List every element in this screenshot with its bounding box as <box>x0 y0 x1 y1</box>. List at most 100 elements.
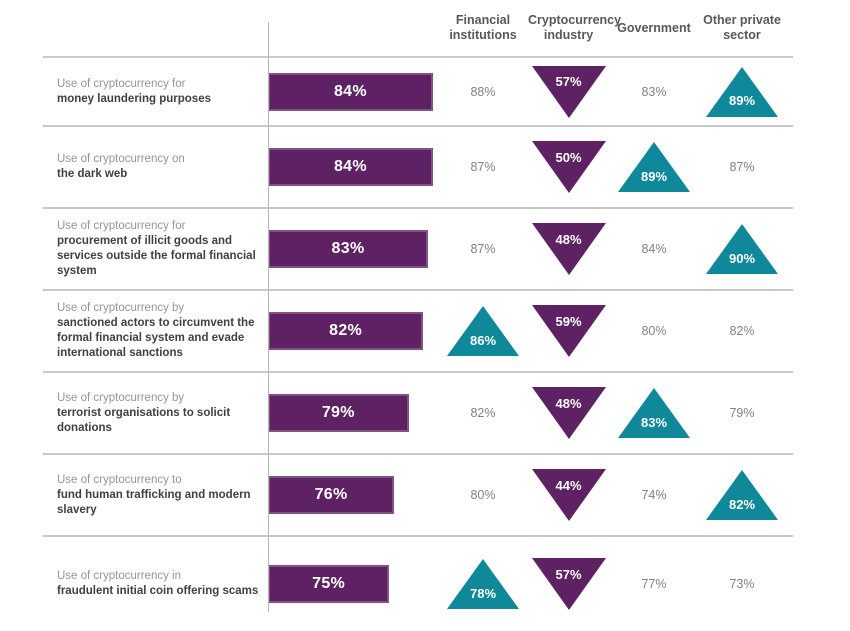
bar-value-label: 75% <box>312 575 346 592</box>
triangle-marker-icon <box>531 305 606 357</box>
row-label-intro: Use of cryptocurrency for <box>57 77 186 90</box>
bar-zone: 76% <box>268 455 440 535</box>
cell-cryptocurrency-industry: 57% <box>526 58 611 125</box>
row-label-topic: procurement of illicit goods and service… <box>57 235 256 277</box>
row-label-topic: fund human trafficking and modern slaver… <box>57 488 251 516</box>
bar-zone: 82% <box>268 291 440 371</box>
triangle-marker-icon <box>447 306 519 356</box>
bar-value-label: 79% <box>321 404 355 421</box>
cell-government: 74% <box>611 455 697 535</box>
cell-financial-institutions: 78% <box>440 537 526 631</box>
cell-financial-institutions: 87% <box>440 209 526 289</box>
cell-value: 87% <box>729 160 755 174</box>
row-label: Use of cryptocurrency on the dark web <box>43 152 268 182</box>
triangle-marker-icon <box>618 388 690 438</box>
cell-government: 83% <box>611 373 697 453</box>
cell-value: 89% <box>640 168 668 184</box>
cell-value: 74% <box>641 488 667 502</box>
cell-other-private-sector: 82% <box>697 455 787 535</box>
baseline-axis <box>268 22 269 612</box>
column-header-government: Government <box>617 20 691 35</box>
triangle-marker-icon <box>531 223 606 275</box>
cell-value: 90% <box>728 250 756 266</box>
cell-value: 89% <box>728 93 756 108</box>
table-row: Use of cryptocurrency by sanctioned acto… <box>43 289 793 371</box>
triangle-marker-icon <box>447 559 519 609</box>
total-response-bar: 83% <box>268 230 429 268</box>
cell-government: 89% <box>611 127 697 207</box>
row-label: Use of cryptocurrency in fraudulent init… <box>43 569 268 599</box>
row-label-topic: terrorist organisations to solicit donat… <box>57 406 231 434</box>
bar-value-label: 83% <box>331 240 365 257</box>
table-row: Use of cryptocurrency by terrorist organ… <box>43 371 793 453</box>
table-row: Use of cryptocurrency in fraudulent init… <box>43 535 793 631</box>
total-response-bar: 75% <box>268 565 390 603</box>
triangle-marker-icon <box>706 224 778 274</box>
cell-value: 77% <box>641 577 667 591</box>
bar-value-label: 84% <box>333 82 367 100</box>
triangle-marker-icon <box>531 387 606 439</box>
cell-other-private-sector: 87% <box>697 127 787 207</box>
cell-value: 78% <box>469 585 497 601</box>
column-headers: Financial institutions Cryptocurrency in… <box>43 0 793 56</box>
cell-financial-institutions: 82% <box>440 373 526 453</box>
bar-value-label: 82% <box>329 322 363 339</box>
cell-cryptocurrency-industry: 48% <box>526 373 611 453</box>
cell-value: 80% <box>641 324 667 338</box>
cell-government: 84% <box>611 209 697 289</box>
cell-cryptocurrency-industry: 59% <box>526 291 611 371</box>
triangle-marker-icon <box>706 66 778 117</box>
cell-value: 57% <box>555 566 582 582</box>
cell-other-private-sector: 79% <box>697 373 787 453</box>
triangle-marker-icon <box>531 469 606 521</box>
cell-value: 80% <box>470 488 496 502</box>
triangle-marker-icon <box>531 558 606 610</box>
cell-other-private-sector: 90% <box>697 209 787 289</box>
row-label-intro: Use of cryptocurrency for <box>57 220 186 232</box>
total-response-bar: 76% <box>268 476 395 514</box>
cell-value: 87% <box>470 242 496 256</box>
total-response-bar: 84% <box>268 148 433 186</box>
row-label: Use of cryptocurrency for money launderi… <box>43 77 268 107</box>
bar-zone: 75% <box>268 537 440 631</box>
total-response-bar: 82% <box>268 312 424 350</box>
cell-value: 44% <box>555 477 582 493</box>
triangle-marker-icon <box>706 470 778 520</box>
row-label-topic: sanctioned actors to circumvent the form… <box>57 317 255 359</box>
bar-zone: 84% <box>268 58 440 125</box>
row-label-intro: Use of cryptocurrency to <box>57 473 182 486</box>
cell-value: 48% <box>555 395 582 411</box>
triangle-marker-icon <box>531 141 606 193</box>
cell-value: 83% <box>641 84 667 99</box>
bar-zone: 84% <box>268 127 440 207</box>
bar-zone: 79% <box>268 373 440 453</box>
cell-cryptocurrency-industry: 50% <box>526 127 611 207</box>
cell-financial-institutions: 87% <box>440 127 526 207</box>
cell-value: 86% <box>469 332 497 348</box>
cell-value: 83% <box>640 414 668 430</box>
cell-value: 84% <box>641 242 667 256</box>
table-row: Use of cryptocurrency to fund human traf… <box>43 453 793 535</box>
row-label-topic: money laundering purposes <box>57 92 211 105</box>
cell-value: 73% <box>729 577 755 591</box>
cell-financial-institutions: 88% <box>440 58 526 125</box>
cell-cryptocurrency-industry: 44% <box>526 455 611 535</box>
cell-value: 87% <box>470 160 496 174</box>
row-label-topic: the dark web <box>57 168 128 180</box>
bar-value-label: 76% <box>314 486 348 503</box>
cell-value: 82% <box>728 496 756 512</box>
triangle-marker-icon <box>618 142 690 192</box>
triangle-marker-icon <box>531 65 606 118</box>
cell-value: 79% <box>729 406 755 420</box>
cell-cryptocurrency-industry: 48% <box>526 209 611 289</box>
cell-value: 82% <box>729 324 755 338</box>
column-header-cryptocurrency-industry: Cryptocurrency industry <box>528 13 622 42</box>
table-row: Use of cryptocurrency for money launderi… <box>43 56 793 125</box>
cell-government: 80% <box>611 291 697 371</box>
cell-value: 59% <box>555 313 582 329</box>
bar-zone: 83% <box>268 209 440 289</box>
chart-grid: Financial institutions Cryptocurrency in… <box>43 0 793 631</box>
column-header-financial-institutions: Financial institutions <box>449 13 517 42</box>
row-label-topic: fraudulent initial coin offering scams <box>57 585 259 597</box>
